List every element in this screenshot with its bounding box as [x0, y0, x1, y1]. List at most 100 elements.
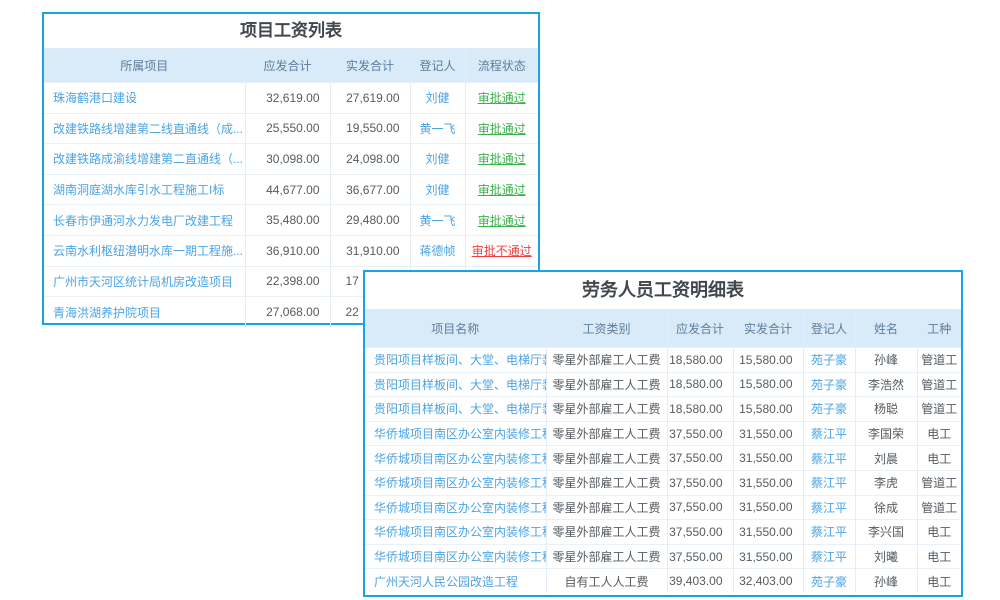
- paid-amount: 31,550.00: [732, 519, 803, 545]
- worktype: 管道工: [916, 396, 961, 422]
- project-link[interactable]: 青海洪湖养护院项目: [44, 296, 245, 328]
- worktype: 电工: [916, 420, 961, 446]
- worktype: 电工: [916, 543, 961, 569]
- project-link[interactable]: 华侨城项目南区办公室内装修工程: [365, 469, 546, 496]
- worker-name: 李浩然: [854, 371, 917, 397]
- registrant-link[interactable]: 黄一飞: [409, 204, 465, 236]
- table-row: 湖南洞庭湖水库引水工程施工I标 44,677.00 36,677.00 刘健 审…: [44, 173, 538, 205]
- col-header-paid: 实发合计: [329, 48, 410, 83]
- project-link[interactable]: 长春市伊通河水力发电厂改建工程: [44, 204, 245, 236]
- payable-amount: 36,910.00: [244, 234, 330, 267]
- col-header-paid: 实发合计: [732, 309, 803, 348]
- paid-amount: 31,550.00: [732, 420, 803, 446]
- registrant-link[interactable]: 苑子豪: [802, 396, 855, 422]
- table-row: 华侨城项目南区办公室内装修工程 零星外部雇工人工费 37,550.00 31,5…: [365, 420, 961, 446]
- paid-amount: 15,580.00: [732, 371, 803, 397]
- wage-category: 零星外部雇工人工费: [545, 420, 667, 446]
- project-link[interactable]: 华侨城项目南区办公室内装修工程: [365, 494, 546, 520]
- col-header-registrant: 登记人: [802, 309, 855, 348]
- table-row: 华侨城项目南区办公室内装修工程 零星外部雇工人工费 37,550.00 31,5…: [365, 494, 961, 520]
- col-header-worktype: 工种: [916, 309, 961, 348]
- payable-amount: 18,580.00: [666, 371, 733, 397]
- table-row: 广州天河人民公园改造工程 自有工人人工费 39,403.00 32,403.00…: [365, 568, 961, 594]
- status-link[interactable]: 审批不通过: [464, 234, 538, 267]
- col-header-wage-category: 工资类别: [545, 309, 667, 348]
- paid-amount: 15,580.00: [732, 396, 803, 422]
- labor-wage-table-panel: 劳务人员工资明细表 项目名称 工资类别 应发合计 实发合计 登记人 姓名 工种 …: [363, 270, 963, 597]
- project-link[interactable]: 华侨城项目南区办公室内装修工程: [365, 543, 546, 569]
- project-link[interactable]: 华侨城项目南区办公室内装修工程: [365, 420, 546, 446]
- payable-amount: 32,619.00: [244, 82, 330, 114]
- worker-name: 刘晨: [854, 445, 917, 471]
- worker-name: 李虎: [854, 469, 917, 496]
- status-link[interactable]: 审批通过: [464, 82, 538, 114]
- wage-category: 零星外部雇工人工费: [545, 469, 667, 496]
- project-wage-table-title: 项目工资列表: [240, 21, 342, 40]
- payable-amount: 37,550.00: [666, 420, 733, 446]
- wage-category: 零星外部雇工人工费: [545, 371, 667, 397]
- col-header-status: 流程状态: [464, 48, 538, 83]
- payable-amount: 37,550.00: [666, 543, 733, 569]
- project-link[interactable]: 贵阳项目样板间、大堂、电梯厅装修: [365, 396, 546, 422]
- registrant-link[interactable]: 刘健: [409, 143, 465, 175]
- project-link[interactable]: 华侨城项目南区办公室内装修工程: [365, 445, 546, 471]
- project-link[interactable]: 云南水利枢纽潜明水库一期工程施...: [44, 234, 245, 267]
- registrant-link[interactable]: 蔡江平: [802, 519, 855, 545]
- status-link[interactable]: 审批通过: [464, 173, 538, 205]
- registrant-link[interactable]: 黄一飞: [409, 112, 465, 144]
- table-row: 云南水利枢纽潜明水库一期工程施... 36,910.00 31,910.00 蒋…: [44, 234, 538, 267]
- status-link[interactable]: 审批通过: [464, 204, 538, 236]
- project-link[interactable]: 改建铁路成渝线增建第二直通线（...: [44, 143, 245, 175]
- project-link[interactable]: 广州市天河区统计局机房改造项目: [44, 265, 245, 297]
- registrant-link[interactable]: 苑子豪: [802, 568, 855, 594]
- registrant-link[interactable]: 蔡江平: [802, 543, 855, 569]
- table-row: 华侨城项目南区办公室内装修工程 零星外部雇工人工费 37,550.00 31,5…: [365, 519, 961, 545]
- worker-name: 徐成: [854, 494, 917, 520]
- registrant-link[interactable]: 苑子豪: [802, 371, 855, 397]
- status-link[interactable]: 审批通过: [464, 143, 538, 175]
- project-wage-header-row: 所属项目 应发合计 实发合计 登记人 流程状态: [44, 48, 538, 83]
- worktype: 电工: [916, 568, 961, 594]
- table-row: 珠海鹤港口建设 32,619.00 27,619.00 刘健 审批通过: [44, 82, 538, 114]
- worker-name: 孙峰: [854, 568, 917, 594]
- registrant-link[interactable]: 蔡江平: [802, 494, 855, 520]
- worker-name: 刘曦: [854, 543, 917, 569]
- registrant-link[interactable]: 蔡江平: [802, 469, 855, 496]
- col-header-project-name: 项目名称: [365, 309, 546, 348]
- payable-amount: 35,480.00: [244, 204, 330, 236]
- paid-amount: 19,550.00: [329, 112, 410, 144]
- status-link[interactable]: 审批通过: [464, 112, 538, 144]
- table-row: 贵阳项目样板间、大堂、电梯厅装修 零星外部雇工人工费 18,580.00 15,…: [365, 347, 961, 373]
- project-link[interactable]: 湖南洞庭湖水库引水工程施工I标: [44, 173, 245, 205]
- payable-amount: 37,550.00: [666, 445, 733, 471]
- payable-amount: 37,550.00: [666, 494, 733, 520]
- project-link[interactable]: 贵阳项目样板间、大堂、电梯厅装修: [365, 371, 546, 397]
- worker-name: 杨聪: [854, 396, 917, 422]
- table-row: 华侨城项目南区办公室内装修工程 零星外部雇工人工费 37,550.00 31,5…: [365, 543, 961, 569]
- project-link[interactable]: 改建铁路线增建第二线直通线（成...: [44, 112, 245, 144]
- table-row: 华侨城项目南区办公室内装修工程 零星外部雇工人工费 37,550.00 31,5…: [365, 469, 961, 496]
- project-link[interactable]: 华侨城项目南区办公室内装修工程: [365, 519, 546, 545]
- worktype: 电工: [916, 519, 961, 545]
- labor-wage-table: 项目名称 工资类别 应发合计 实发合计 登记人 姓名 工种 贵阳项目样板间、大堂…: [365, 309, 961, 594]
- registrant-link[interactable]: 蔡江平: [802, 445, 855, 471]
- project-link[interactable]: 珠海鹤港口建设: [44, 82, 245, 114]
- paid-amount: 36,677.00: [329, 173, 410, 205]
- registrant-link[interactable]: 蒋德帧: [409, 234, 465, 267]
- payable-amount: 27,068.00: [244, 296, 330, 328]
- registrant-link[interactable]: 刘健: [409, 82, 465, 114]
- worker-name: 孙峰: [854, 347, 917, 373]
- registrant-link[interactable]: 苑子豪: [802, 347, 855, 373]
- paid-amount: 31,550.00: [732, 543, 803, 569]
- project-link[interactable]: 广州天河人民公园改造工程: [365, 568, 546, 594]
- payable-amount: 25,550.00: [244, 112, 330, 144]
- project-wage-table: 所属项目 应发合计 实发合计 登记人 流程状态 珠海鹤港口建设 32,619.0…: [44, 48, 538, 328]
- table-row: 贵阳项目样板间、大堂、电梯厅装修 零星外部雇工人工费 18,580.00 15,…: [365, 396, 961, 422]
- registrant-link[interactable]: 蔡江平: [802, 420, 855, 446]
- project-link[interactable]: 贵阳项目样板间、大堂、电梯厅装修: [365, 347, 546, 373]
- paid-amount: 15,580.00: [732, 347, 803, 373]
- paid-amount: 24,098.00: [329, 143, 410, 175]
- col-header-project: 所属项目: [44, 48, 245, 83]
- registrant-link[interactable]: 刘健: [409, 173, 465, 205]
- paid-amount: 31,550.00: [732, 494, 803, 520]
